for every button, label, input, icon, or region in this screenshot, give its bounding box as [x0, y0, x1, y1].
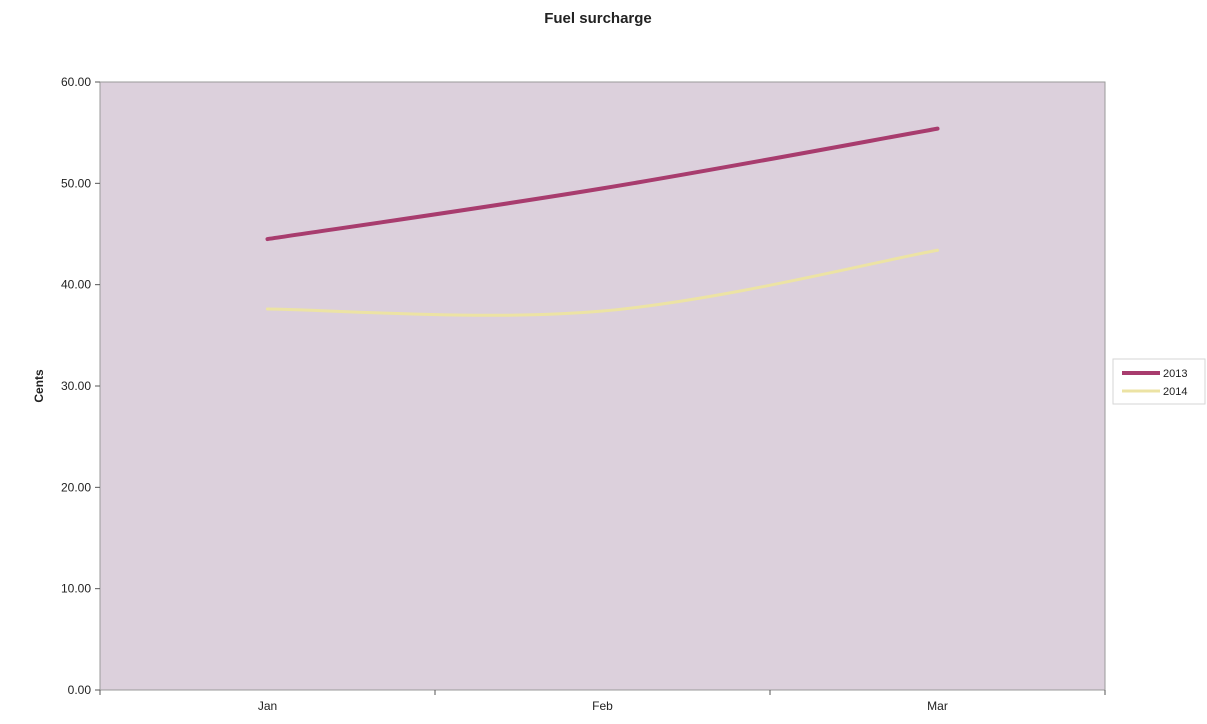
legend-box [1112, 358, 1206, 405]
y-tick-label: 60.00 [61, 75, 91, 89]
y-tick-label: 20.00 [61, 480, 91, 494]
series-layer [265, 126, 940, 317]
x-tick-label: Mar [927, 699, 948, 713]
plot-area [99, 81, 1106, 691]
y-axis-ticks: 0.00 10.00 20.00 30.00 40.00 50.00 60.00 [61, 75, 100, 697]
y-tick-label: 0.00 [68, 683, 92, 697]
y-axis-label: Cents [32, 369, 46, 403]
data-point-2013-Mar [936, 127, 939, 131]
data-point-2014-Jan [266, 307, 269, 311]
chart-title: Fuel surcharge [544, 10, 652, 27]
data-point-2013-Jan [266, 237, 269, 241]
data-point-2013-Feb [601, 186, 604, 190]
legend-label-2013: 2013 [1163, 368, 1187, 380]
y-tick-label: 50.00 [61, 176, 91, 190]
y-tick-label: 10.00 [61, 582, 91, 596]
y-tick-label: 40.00 [61, 278, 91, 292]
legend-label-2014: 2014 [1163, 386, 1187, 398]
y-tick-label: 30.00 [61, 379, 91, 393]
x-tick-label: Feb [592, 699, 613, 713]
data-point-2014-Mar [936, 248, 939, 252]
x-tick-label: Jan [258, 699, 277, 713]
data-point-2014-Feb [601, 309, 604, 313]
legend: 2013 2014 [1112, 358, 1206, 405]
x-axis-ticks: Jan Feb Mar [99, 690, 1106, 713]
